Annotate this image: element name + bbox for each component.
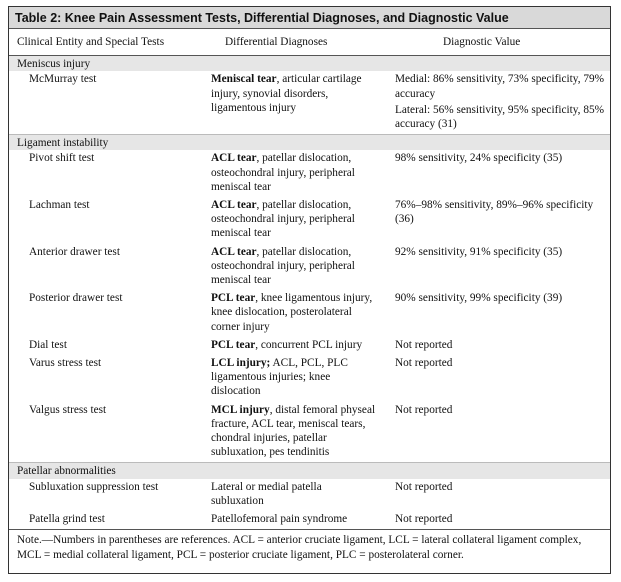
table-row: Anterior drawer test ACL tear, patellar d… (9, 244, 610, 291)
diagnosis: Lateral or medial patella subluxation (197, 479, 381, 511)
diagnosis: ACL tear, patellar dislocation, osteocho… (197, 197, 381, 244)
section-title: Patellar abnormalities (9, 462, 610, 479)
diagnostic-value: Not reported (381, 511, 610, 529)
table-row: Valgus stress test MCL injury, distal fem… (9, 402, 610, 463)
diagnosis-emphasis: LCL injury; (211, 357, 271, 370)
diagnosis-emphasis: Meniscal tear (211, 73, 277, 86)
diagnosis-text: , concurrent PCL injury (255, 338, 363, 351)
value-text: Medial: 86% sensitivity, 73% specificity… (395, 73, 605, 100)
table-row: Subluxation suppression test Lateral or m… (9, 479, 610, 511)
diagnosis: Patellofemoral pain syndrome (197, 511, 381, 529)
diagnostic-value: Not reported (381, 355, 610, 402)
test-name: Lachman test (29, 199, 90, 212)
diagnosis: MCL injury, distal femoral physeal fract… (197, 402, 381, 463)
value-text: Not reported (395, 513, 453, 526)
section-title: Ligament instability (9, 134, 610, 151)
test-name: Patella grind test (29, 513, 105, 526)
column-header: Clinical Entity and Special Tests (9, 29, 197, 57)
diagnosis-text: ACL, PCL, PLC ligamentous injuries; knee… (211, 357, 348, 398)
diagnosis: ACL tear, patellar dislocation, osteocho… (197, 150, 381, 197)
table-title: Table 2: Knee Pain Assessment Tests, Dif… (9, 7, 610, 29)
diagnosis-text: , knee ligamentous injury, knee dislocat… (211, 292, 373, 333)
diagnostic-value: Not reported (381, 402, 610, 463)
value-text: Lateral: 56% sensitivity, 95% specificit… (395, 103, 605, 131)
diagnosis-text: , patellar dislocation, osteochondral in… (211, 152, 355, 193)
diagnosis-text: , patellar dislocation, osteochondral in… (211, 245, 355, 287)
value-text: Not reported (395, 357, 453, 370)
value-text: Not reported (395, 403, 453, 416)
test-name: Dial test (29, 338, 67, 351)
value-text: 98% sensitivity, 24% specificity (35) (395, 152, 563, 165)
diagnosis: ACL tear, patellar dislocation, osteocho… (197, 244, 381, 291)
value-text: Not reported (395, 338, 453, 351)
table-row: McMurray test Meniscal tear, articular ca… (9, 71, 610, 134)
diagnostic-value: Medial: 86% sensitivity, 73% specificity… (381, 71, 610, 134)
test-name: Subluxation suppression test (29, 480, 159, 493)
diagnostic-value: 98% sensitivity, 24% specificity (35) (381, 150, 610, 197)
diagnostic-value: 90% sensitivity, 99% specificity (39) (381, 290, 610, 337)
test-name: McMurray test (29, 73, 97, 86)
test-name: Varus stress test (29, 357, 102, 370)
table-frame: Table 2: Knee Pain Assessment Tests, Dif… (8, 6, 611, 574)
diagnosis-emphasis: PCL tear (211, 292, 256, 305)
column-header: Diagnostic Value (381, 29, 610, 57)
diagnosis-emphasis: ACL tear (211, 152, 257, 165)
diagnosis-emphasis: PCL tear (211, 338, 256, 351)
header-row: Clinical Entity and Special Tests Differ… (9, 29, 610, 57)
test-name: Pivot shift test (29, 152, 95, 165)
table-row: Varus stress test LCL injury; ACL, PCL, P… (9, 355, 610, 402)
value-text: 90% sensitivity, 99% specificity (39) (395, 292, 563, 305)
diagnostic-value: 76%–98% sensitivity, 89%–96% specificity… (381, 197, 610, 244)
diagnostic-value: 92% sensitivity, 91% specificity (35) (381, 244, 610, 291)
diagnostic-value: Not reported (381, 479, 610, 511)
diagnosis-emphasis: ACL tear (211, 199, 257, 212)
table: Clinical Entity and Special Tests Differ… (9, 29, 610, 529)
table-row: Patella grind test Patellofemoral pain sy… (9, 511, 610, 529)
diagnosis-text: , articular cartilage injury, synovial d… (211, 73, 362, 114)
diagnosis-emphasis: ACL tear (211, 245, 257, 258)
value-text: 76%–98% sensitivity, 89%–96% specificity… (395, 199, 594, 226)
table-note: Note.—Numbers in parentheses are referen… (9, 529, 610, 562)
diagnosis-text: , distal femoral physeal fracture, ACL t… (211, 403, 376, 459)
diagnosis: Meniscal tear, articular cartilage injur… (197, 71, 381, 134)
value-text: 92% sensitivity, 91% specificity (35) (395, 245, 563, 258)
table-row: Dial test PCL tear, concurrent PCL injury… (9, 337, 610, 355)
table-body: Meniscus injury McMurray test Meniscal tea… (9, 55, 610, 530)
value-text: Not reported (395, 480, 453, 493)
table-row: Posterior drawer test PCL tear, knee liga… (9, 290, 610, 337)
diagnosis-text: Patellofemoral pain syndrome (211, 513, 348, 526)
diagnosis-text: Lateral or medial patella subluxation (211, 480, 322, 507)
section-row: Meniscus injury (9, 55, 610, 72)
table-row: Pivot shift test ACL tear, patellar dislo… (9, 150, 610, 197)
table-row: Lachman test ACL tear, patellar dislocati… (9, 197, 610, 244)
diagnosis: LCL injury; ACL, PCL, PLC ligamentous in… (197, 355, 381, 402)
test-name: Posterior drawer test (29, 292, 123, 305)
section-row: Patellar abnormalities (9, 462, 610, 479)
column-header: Differential Diagnoses (197, 29, 381, 57)
diagnosis: PCL tear, concurrent PCL injury (197, 337, 381, 355)
section-row: Ligament instability (9, 134, 610, 151)
test-name: Anterior drawer test (29, 245, 120, 258)
diagnosis-emphasis: MCL injury (211, 403, 270, 416)
test-name: Valgus stress test (29, 403, 107, 416)
diagnosis: PCL tear, knee ligamentous injury, knee … (197, 290, 381, 337)
diagnosis-text: , patellar dislocation, osteochondral in… (211, 199, 355, 240)
section-title: Meniscus injury (9, 55, 610, 72)
diagnostic-value: Not reported (381, 337, 610, 355)
